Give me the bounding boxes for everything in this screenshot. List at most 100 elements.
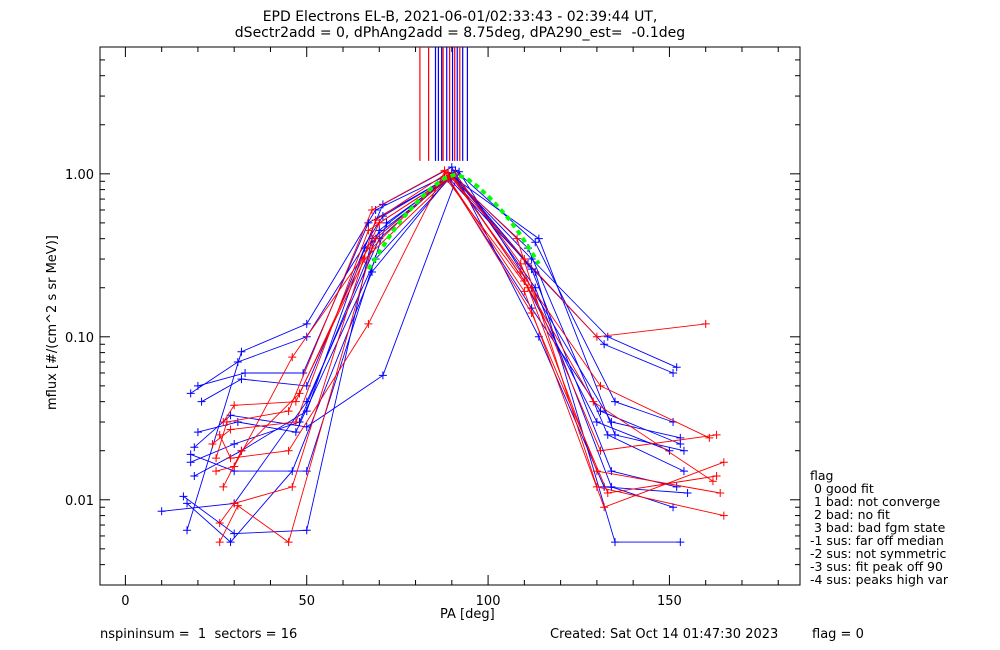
- data-point: [208, 439, 217, 448]
- data-point: [233, 358, 242, 367]
- data-point: [611, 430, 620, 439]
- legend-item: 0 good fit: [810, 481, 874, 496]
- data-point: [705, 433, 714, 442]
- data-point: [513, 234, 522, 243]
- data-point: [226, 425, 235, 434]
- data-point: [669, 368, 678, 377]
- axis-ticks: 0 50 100 150 0.01 0.10 1.00: [65, 46, 800, 609]
- data-point: [186, 389, 195, 398]
- data-point: [193, 381, 202, 390]
- data-point: [302, 526, 311, 535]
- data-point: [295, 389, 304, 398]
- data-point: [157, 507, 166, 516]
- footer-spin-info: nspininsum = 1 sectors = 16: [100, 627, 298, 642]
- legend-item: 2 bad: no fit: [810, 507, 890, 522]
- data-point: [364, 226, 373, 235]
- data-point: [226, 538, 235, 547]
- data-point: [183, 499, 192, 508]
- data-point: [596, 407, 605, 416]
- data-point: [592, 332, 601, 341]
- data-series: [157, 163, 728, 547]
- footer-flag: flag = 0: [812, 627, 864, 642]
- data-point: [368, 205, 377, 214]
- data-point: [447, 163, 456, 172]
- data-point: [375, 218, 384, 227]
- data-point: [527, 308, 536, 317]
- data-point: [600, 340, 609, 349]
- data-point: [226, 454, 235, 463]
- data-point: [193, 428, 202, 437]
- data-point: [215, 519, 224, 528]
- data-point: [440, 167, 449, 176]
- vertical-lines: [419, 47, 469, 161]
- data-point: [611, 538, 620, 547]
- data-point: [237, 446, 246, 455]
- data-point: [683, 489, 692, 498]
- data-point: [589, 397, 598, 406]
- data-point: [197, 397, 206, 406]
- series-line: [186, 178, 681, 543]
- data-point: [230, 462, 239, 471]
- series-line: [219, 171, 710, 524]
- median-fit-curve: [488, 199, 542, 288]
- data-point: [284, 407, 293, 416]
- legend-item: 1 bad: not converge: [810, 494, 941, 509]
- data-point: [679, 467, 688, 476]
- series-line: [212, 174, 714, 482]
- data-point: [603, 489, 612, 498]
- data-point: [284, 446, 293, 455]
- data-point: [230, 439, 239, 448]
- data-point: [302, 467, 311, 476]
- chart-title-line1: EPD Electrons EL-B, 2021-06-01/02:33:43 …: [262, 9, 658, 25]
- data-point: [186, 458, 195, 467]
- data-point: [233, 418, 242, 427]
- data-point: [237, 347, 246, 356]
- data-point: [241, 368, 250, 377]
- data-point: [291, 418, 300, 427]
- fit-curves: [366, 172, 542, 288]
- data-point: [302, 319, 311, 328]
- y-tick-label: 0.10: [65, 331, 94, 346]
- series-line: [161, 173, 670, 512]
- fit-curve: [366, 172, 541, 271]
- series-line: [215, 177, 724, 508]
- data-point: [360, 255, 369, 264]
- data-point: [676, 538, 685, 547]
- data-point: [230, 529, 239, 538]
- data-point: [378, 371, 387, 380]
- data-point: [672, 363, 681, 372]
- data-point: [190, 443, 199, 452]
- footer-created: Created: Sat Oct 14 01:47:30 2023: [550, 627, 779, 642]
- y-axis-label: mflux [#/(cm^2 s sr MeV)]: [45, 235, 60, 410]
- data-point: [603, 430, 612, 439]
- data-point: [284, 538, 293, 547]
- data-point: [592, 467, 601, 476]
- data-point: [186, 450, 195, 459]
- chart-title-line2: dSectr2add = 0, dPhAng2add = 8.75deg, dP…: [234, 25, 686, 41]
- data-point: [183, 526, 192, 535]
- series-line: [197, 176, 674, 387]
- data-point: [592, 418, 601, 427]
- x-tick-label: 50: [298, 594, 315, 609]
- legend-item: -1 sus: far off median: [810, 533, 944, 548]
- data-point: [534, 234, 543, 243]
- data-point: [288, 482, 297, 491]
- data-point: [611, 397, 620, 406]
- data-point: [712, 471, 721, 480]
- data-point: [708, 477, 717, 486]
- data-point: [230, 499, 239, 508]
- data-point: [291, 397, 300, 406]
- data-point: [596, 446, 605, 455]
- x-axis-label: PA [deg]: [440, 607, 495, 622]
- data-point: [212, 454, 221, 463]
- legend-item: 3 bad: bad fgm state: [810, 520, 946, 535]
- data-point: [212, 467, 221, 476]
- x-tick-label: 100: [476, 594, 501, 609]
- data-point: [603, 332, 612, 341]
- data-point: [237, 375, 246, 384]
- data-point: [215, 538, 224, 547]
- series-line: [222, 175, 724, 517]
- data-point: [219, 418, 228, 427]
- data-point: [679, 446, 688, 455]
